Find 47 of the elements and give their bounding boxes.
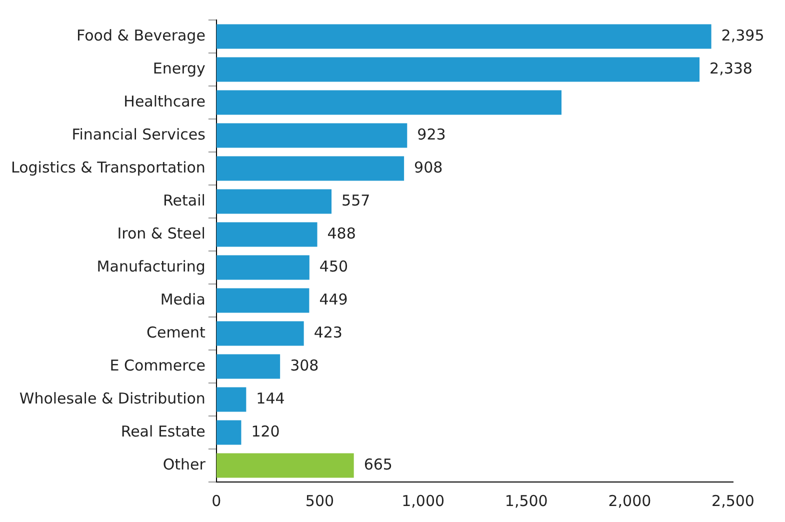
y-tick-label: Manufacturing [96,257,206,276]
data-label: 488 [327,224,356,242]
y-tick-label: Financial Services [72,125,206,144]
bar [216,354,280,379]
y-tick-label: Retail [163,191,206,210]
bar [216,90,562,115]
y-tick-label: Wholesale & Distribution [19,389,206,408]
bar [216,321,304,346]
data-label: 908 [414,158,443,176]
bar [216,288,310,313]
bar [216,123,408,148]
data-label: 449 [319,290,348,308]
x-tick-label: 2,000 [608,492,652,510]
y-tick-label: Other [162,455,206,474]
y-tick-label: Media [160,290,206,308]
x-tick-label: 0 [212,492,222,510]
y-tick-label: Energy [152,59,206,78]
y-tick-label: Cement [146,323,206,342]
data-label: 144 [256,389,285,408]
bar [216,24,712,49]
bar [216,420,242,445]
x-tick-label: 2,500 [712,492,754,510]
bar [216,255,310,280]
bar [216,189,332,214]
x-tick-label: 1,000 [402,492,445,510]
y-tick-label: Food & Beverage [76,26,206,44]
bar [216,453,354,478]
y-tick-label: Iron & Steel [117,224,206,242]
data-label: 557 [342,191,370,210]
y-tick-label: Healthcare [124,92,206,110]
data-label: 923 [417,125,446,144]
x-tick-label: 500 [305,492,334,510]
data-label: 120 [251,422,280,440]
data-label: 2,338 [710,59,752,78]
data-label: 665 [364,455,392,474]
x-tick-label: 1,500 [504,492,548,510]
y-tick-label: Real Estate [120,422,206,440]
y-tick-label: Logistics & Transportation [10,158,206,176]
bar [216,156,404,181]
data-label: 2,395 [721,26,764,44]
bar [216,57,700,82]
data-label: 423 [314,323,342,342]
bar [216,222,318,247]
y-tick-label: E Commerce [110,356,206,374]
bar [216,387,246,412]
data-label: 450 [319,257,348,276]
data-label: 308 [290,356,319,374]
